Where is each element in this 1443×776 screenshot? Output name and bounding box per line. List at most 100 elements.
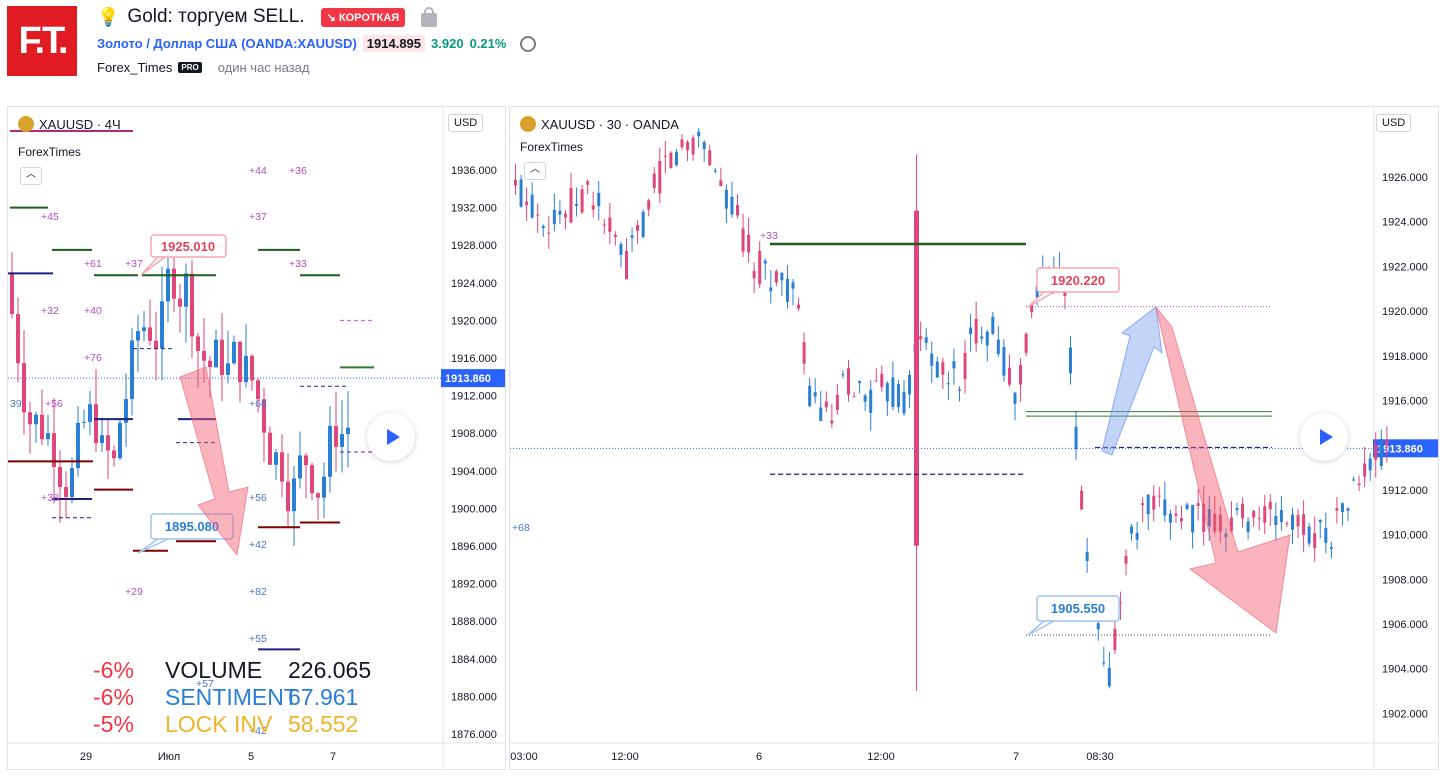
- level-label: +32: [41, 305, 59, 317]
- candle-body: [514, 179, 517, 186]
- candle-body: [530, 194, 534, 218]
- candle-body: [686, 142, 690, 151]
- candle-body: [154, 340, 158, 349]
- time-tick-label: 29: [80, 751, 92, 763]
- candle-body: [869, 389, 873, 413]
- candle-body: [124, 399, 128, 423]
- candle-body: [580, 189, 584, 213]
- price-tick-label: 1920.000: [451, 315, 497, 327]
- candle-body: [919, 336, 923, 340]
- candle-body: [1019, 364, 1023, 385]
- candle-body: [863, 395, 867, 402]
- candle-body: [148, 327, 152, 341]
- bulb-icon: 💡: [97, 7, 120, 27]
- candle-body: [1168, 513, 1172, 523]
- candle-body: [663, 155, 667, 157]
- last-price-tag: [441, 369, 505, 388]
- chart-canvas-30m[interactable]: 1926.000 1924.000 1922.000 1920.000 1918.000…: [510, 107, 1438, 769]
- candle-body: [575, 203, 579, 206]
- candle-body: [64, 487, 68, 497]
- candle-body: [202, 350, 206, 361]
- candle-body: [1130, 526, 1134, 534]
- candle-body: [591, 205, 595, 210]
- candle-body: [142, 327, 146, 332]
- candle-body: [769, 287, 773, 292]
- candle-body: [286, 481, 290, 512]
- callout-high-label: 1920.220: [1051, 273, 1105, 288]
- candle-body: [525, 201, 529, 206]
- candle-body: [708, 150, 712, 166]
- price-tick-label: 1918.000: [1382, 351, 1428, 363]
- price-tick-label: 1902.000: [1382, 708, 1428, 720]
- candle-body: [1074, 426, 1078, 450]
- forex-times-logo[interactable]: F.T.: [7, 6, 77, 76]
- candle-body: [1085, 551, 1089, 561]
- candle-body: [178, 298, 182, 307]
- stat-value: 226.065: [288, 657, 372, 683]
- candle-body: [334, 425, 338, 447]
- level-label: +57: [196, 678, 214, 690]
- candle-body: [1013, 392, 1017, 404]
- stat-label: VOLUME: [165, 657, 263, 683]
- price-tick-label: 1904.000: [451, 466, 497, 478]
- candle-body: [1141, 503, 1145, 506]
- time-tick-label: 08:30: [1086, 751, 1114, 763]
- candle-body: [1379, 438, 1383, 467]
- candle-body: [1268, 501, 1272, 510]
- play-button[interactable]: [1300, 413, 1348, 461]
- author-name[interactable]: Forex_Times: [97, 60, 173, 75]
- stat-row: -5% LOCK INV 58.552: [93, 711, 371, 738]
- candle-body: [1257, 517, 1261, 519]
- play-button[interactable]: [367, 413, 415, 461]
- chart-panel-4h[interactable]: 1936.000 1932.000 1928.000 1924.000 1920.000…: [7, 106, 506, 770]
- level-label: +33: [289, 258, 307, 270]
- logo-text: F.T.: [18, 19, 68, 62]
- alarm-clock-icon[interactable]: [520, 35, 537, 52]
- collapse-button[interactable]: ︿: [524, 162, 546, 180]
- level-label: 39: [10, 398, 22, 410]
- price-tick-label: 1936.000: [451, 165, 497, 177]
- candle-body: [680, 139, 684, 148]
- symbol-link[interactable]: Золото / Доллар США (OANDA:XAUUSD): [97, 36, 357, 51]
- candle-body: [1107, 668, 1111, 687]
- candle-body: [1180, 518, 1183, 522]
- author-row: Forex_Times PRO один час назад: [97, 60, 309, 75]
- chart-canvas-4h[interactable]: 1936.000 1932.000 1928.000 1924.000 1920.000…: [8, 107, 505, 769]
- chart-symbol-title: XAUUSD · 4Ч: [39, 116, 121, 132]
- candle-body: [340, 434, 344, 447]
- level-label: +82: [249, 586, 267, 598]
- callout-high-label: 1925.010: [161, 239, 215, 254]
- level-label: +42: [249, 725, 267, 737]
- candle-body: [824, 401, 828, 408]
- candle-body: [184, 273, 188, 307]
- candle-body: [930, 353, 934, 366]
- level-label: +40: [84, 305, 102, 317]
- candle-body: [830, 420, 834, 424]
- symbol-change-pct: 0.21%: [469, 36, 507, 51]
- candle-body: [991, 316, 995, 334]
- candle-body: [1296, 514, 1300, 527]
- candle-body: [808, 385, 812, 407]
- chart-symbol-title: XAUUSD · 30 · OANDA: [541, 116, 679, 132]
- candle-body: [1096, 623, 1100, 630]
- candle-body: [1002, 346, 1006, 376]
- candle-body: [1352, 479, 1356, 481]
- candle-body: [1124, 555, 1128, 564]
- price-tick-label: 1916.000: [1382, 396, 1428, 408]
- candle-body: [697, 131, 701, 137]
- stat-pct: -6%: [93, 684, 134, 710]
- currency-button[interactable]: USD: [448, 114, 484, 132]
- candle-body: [1246, 521, 1250, 533]
- last-price-tag: [1373, 439, 1438, 458]
- chart-panel-30m[interactable]: 1926.000 1924.000 1922.000 1920.000 1918.000…: [509, 106, 1439, 770]
- candle-body: [980, 336, 984, 339]
- candle-body: [1152, 495, 1156, 510]
- level-label: +76: [84, 352, 102, 364]
- candle-body: [952, 361, 956, 369]
- collapse-button[interactable]: ︿: [20, 167, 42, 185]
- candle-body: [896, 384, 900, 408]
- candle-body: [100, 435, 104, 444]
- candle-body: [558, 210, 562, 215]
- callout-high-pointer: [1027, 291, 1057, 308]
- currency-button[interactable]: USD: [1376, 114, 1412, 132]
